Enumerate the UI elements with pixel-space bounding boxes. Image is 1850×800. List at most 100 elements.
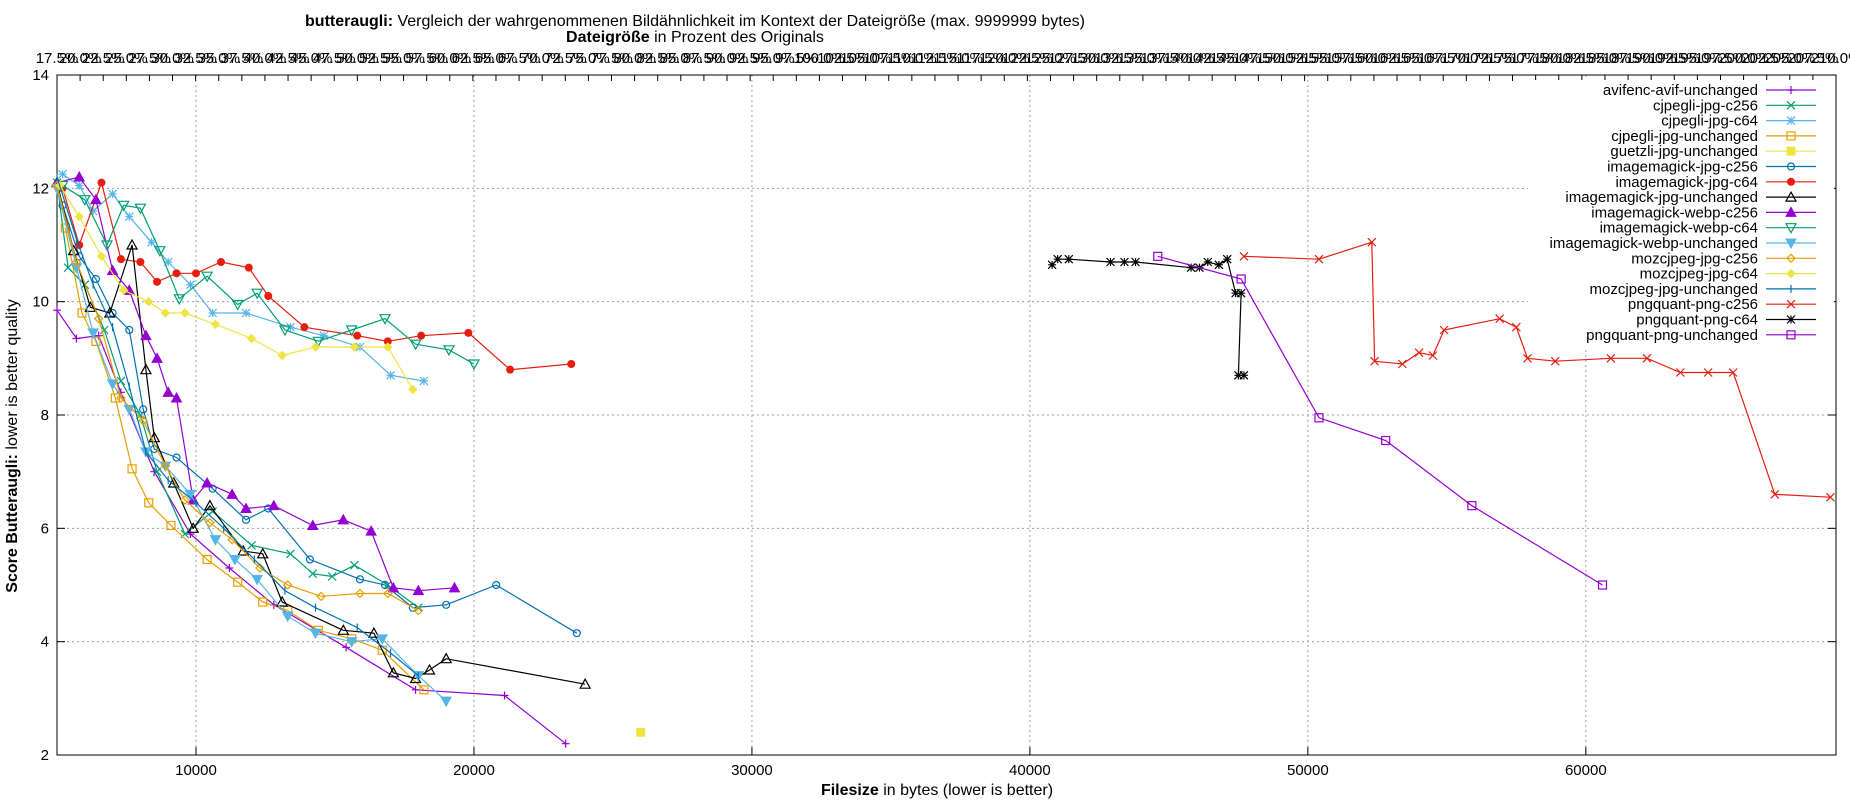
data-point-avifenc-avif-unchanged <box>561 739 570 748</box>
top-tick-label: 87.5% <box>683 50 726 67</box>
top-tick-label: 80.0% <box>613 50 656 67</box>
data-point-pngquant-png-unchanged <box>1153 251 1163 261</box>
data-point-cjpegli-jpg-c64 <box>58 169 67 179</box>
data-point-imagemagick-webp-c64 <box>101 240 114 252</box>
data-point-imagemagick-webp-unchanged <box>229 555 241 566</box>
data-point-imagemagick-jpg-unchanged <box>423 663 436 675</box>
series-line-mozcjpeg-jpg-c64 <box>59 185 414 390</box>
legend-label: pngquant-png-unchanged <box>1586 327 1758 344</box>
legend-swatch-marker <box>1786 299 1796 309</box>
top-tick-label: 100.0% <box>794 50 845 67</box>
data-point-cjpegli-jpg-c64 <box>163 257 173 267</box>
data-point-pngquant-png-c64 <box>1231 288 1241 298</box>
series-pngquant-png-unchanged <box>1153 251 1608 590</box>
data-point-pngquant-png-unchanged <box>1381 435 1391 446</box>
data-point-cjpegli-jpg-unchanged <box>110 393 120 403</box>
top-tick-label: 135.0% <box>1117 50 1168 67</box>
top-tick-label: 40.0% <box>244 50 287 67</box>
data-point-pngquant-png-c256 <box>1367 237 1377 247</box>
data-point-pngquant-png-c256 <box>1439 325 1449 335</box>
data-point-pngquant-png-c64 <box>1233 370 1243 380</box>
data-point-pngquant-png-c64 <box>1222 254 1232 264</box>
series-mozcjpeg-jpg-c256 <box>52 180 424 616</box>
top-tick-label: 60.0% <box>428 50 471 67</box>
data-point-imagemagick-webp-unchanged <box>345 637 358 648</box>
data-point-imagemagick-jpg-c64 <box>264 292 273 300</box>
top-tick-label: 182.5% <box>1556 50 1607 67</box>
data-point-imagemagick-jpg-c256 <box>442 600 451 609</box>
series-imagemagick-webp-c256 <box>51 170 461 596</box>
data-point-imagemagick-jpg-c64 <box>217 258 226 266</box>
top-tick-label: 167.5% <box>1418 50 1469 67</box>
top-tick-label: 67.5% <box>498 50 541 67</box>
data-point-avifenc-avif-unchanged <box>53 306 61 315</box>
data-point-mozcjpeg-jpg-c256 <box>205 517 215 528</box>
legend-label: imagemagick-jpg-c64 <box>1615 174 1758 191</box>
legend-item-mozcjpeg-jpg-c256: mozcjpeg-jpg-c256 <box>1631 250 1816 267</box>
data-point-cjpegli-jpg-unchanged <box>77 308 87 318</box>
legend-swatch-marker <box>1786 253 1796 264</box>
top-tick-label: 112.5% <box>910 50 960 67</box>
top-tick-label: 75.0% <box>567 50 610 67</box>
data-point-avifenc-avif-unchanged <box>186 530 195 538</box>
top-tick-label: 82.5% <box>636 50 679 67</box>
series-cjpegli-jpg-unchanged <box>60 223 429 695</box>
data-point-cjpegli-jpg-c64 <box>319 331 329 341</box>
top-tick-label: 25.0% <box>105 50 148 67</box>
data-point-imagemagick-jpg-unchanged <box>387 666 400 678</box>
series-pngquant-png-c64 <box>1047 254 1249 380</box>
data-point-imagemagick-jpg-c64 <box>464 328 473 337</box>
top-axis-title: Dateigröße in Prozent des Originals <box>566 29 824 46</box>
series-line-cjpegli-jpg-unchanged <box>64 227 425 691</box>
data-point-imagemagick-webp-unchanged <box>184 489 197 501</box>
data-point-mozcjpeg-jpg-c256 <box>227 534 237 545</box>
data-point-mozcjpeg-jpg-c64 <box>119 285 129 296</box>
data-point-mozcjpeg-jpg-c256 <box>93 313 104 324</box>
top-tick-label: 27.5% <box>128 50 171 67</box>
data-point-imagemagick-jpg-c256 <box>355 575 365 584</box>
data-point-imagemagick-webp-unchanged <box>106 379 119 390</box>
data-point-pngquant-png-unchanged <box>1236 274 1246 284</box>
data-point-mozcjpeg-jpg-c64 <box>383 342 393 352</box>
data-point-mozcjpeg-jpg-c64 <box>408 384 418 395</box>
legend-item-guetzli-jpg-unchanged: guetzli-jpg-unchanged <box>1610 143 1816 160</box>
legend-label: mozcjpeg-jpg-c64 <box>1640 266 1758 283</box>
data-point-imagemagick-jpg-c64 <box>116 255 125 264</box>
data-point-pngquant-png-c256 <box>1550 356 1560 366</box>
data-point-pngquant-png-c256 <box>1495 314 1505 324</box>
data-point-pngquant-png-c256 <box>1239 251 1249 261</box>
top-tick-label: 30.0% <box>151 50 194 67</box>
y-axis-title: Score Butteraugli: lower is better quali… <box>4 299 21 592</box>
data-point-avifenc-avif-unchanged <box>411 685 420 694</box>
top-tick-label: 192.5% <box>1649 50 1700 67</box>
top-tick-label: 150.0% <box>1256 50 1307 67</box>
legend-item-pngquant-png-c64: pngquant-png-c64 <box>1636 312 1816 329</box>
top-tick-label: 132.5% <box>1094 50 1145 67</box>
data-point-imagemagick-webp-unchanged <box>309 628 322 640</box>
x-tick-label: 30000 <box>731 762 773 779</box>
data-point-cjpegli-jpg-unchanged <box>258 597 268 607</box>
data-point-pngquant-png-c256 <box>1370 356 1379 366</box>
legend-item-imagemagick-jpg-c256: imagemagick-jpg-c256 <box>1607 159 1816 176</box>
data-point-cjpegli-jpg-c64 <box>419 376 429 386</box>
legend-swatch-marker <box>1784 223 1798 234</box>
data-point-imagemagick-webp-c256 <box>151 352 163 363</box>
legend-swatch-marker <box>1786 330 1796 340</box>
top-tick-label: 177.5% <box>1510 50 1561 67</box>
data-point-pngquant-png-c64 <box>1203 257 1213 267</box>
legend-swatch-marker <box>1786 268 1796 279</box>
x-axis-title: Filesize in bytes (lower is better) <box>821 782 1053 799</box>
legend-swatch-marker <box>1786 315 1796 324</box>
data-point-imagemagick-jpg-unchanged <box>84 301 97 312</box>
top-tick-label: 172.5% <box>1464 50 1515 67</box>
legend-label: imagemagick-webp-c256 <box>1591 204 1758 221</box>
top-tick-label: 145.0% <box>1210 50 1261 67</box>
top-tick-label: 195.0% <box>1672 50 1723 67</box>
data-point-imagemagick-jpg-c64 <box>567 360 576 368</box>
data-point-cjpegli-jpg-c256 <box>327 572 337 581</box>
top-tick-label: 122.5% <box>1002 50 1053 67</box>
y-tick-label: 4 <box>41 634 49 651</box>
chart-title: butteraugli: Vergleich der wahrgenommene… <box>305 13 1085 30</box>
series-imagemagick-webp-c64 <box>56 180 480 371</box>
data-point-avifenc-avif-unchanged <box>94 331 103 340</box>
